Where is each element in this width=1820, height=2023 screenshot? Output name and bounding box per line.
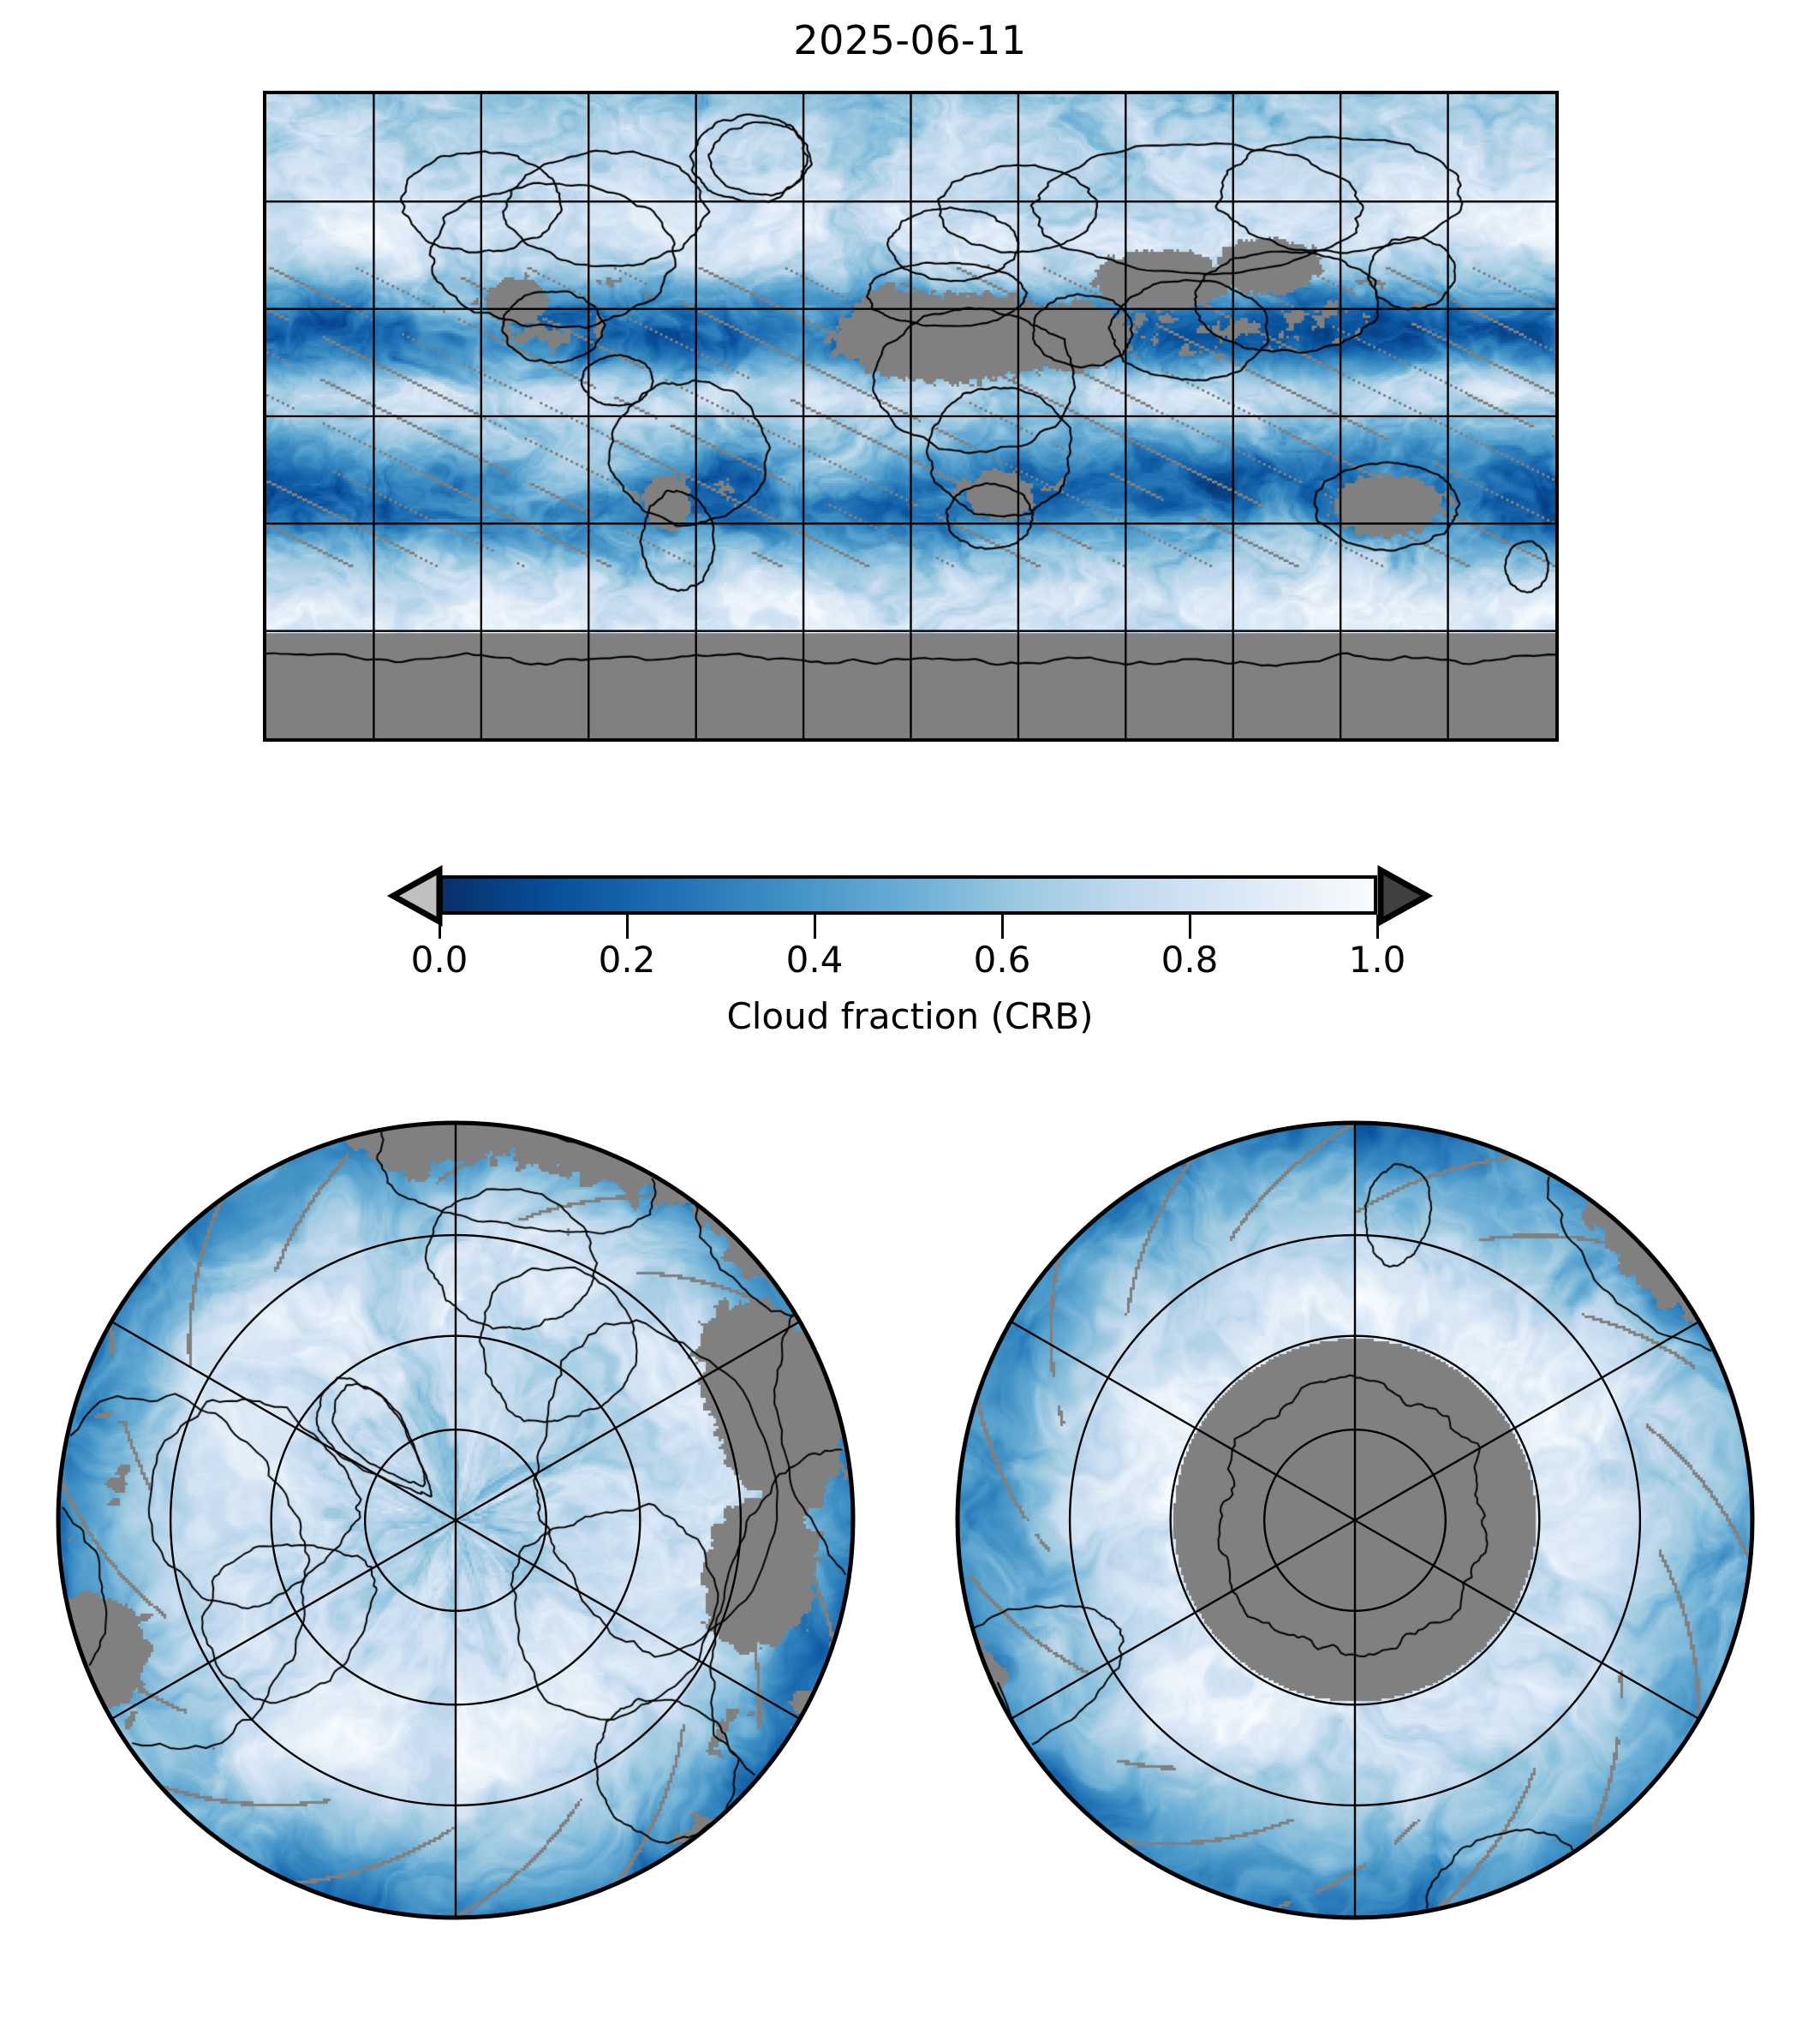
colorbar-tick <box>438 915 441 939</box>
colorbar-group: 0.0 0.2 0.4 0.6 0.8 1.0 Cloud fraction (CRB) <box>0 856 1820 1053</box>
polar-meridian <box>455 1320 801 1522</box>
colorbar-ticks <box>438 915 1379 940</box>
polar-meridian <box>1354 1320 1700 1522</box>
polar-outer-frame <box>955 1120 1755 1920</box>
colorbar-bar <box>439 875 1377 915</box>
polar-outer-frame <box>56 1120 856 1920</box>
colorbar-under-arrow <box>386 865 443 927</box>
polar-meridian <box>1010 1320 1356 1522</box>
colorbar-tick-label: 0.2 <box>598 939 656 981</box>
colorbar-tick-label: 0.4 <box>785 939 844 981</box>
arctic-graticule <box>56 1120 856 1920</box>
colorbar-tick <box>1000 915 1004 939</box>
antarctic-graticule <box>955 1120 1755 1920</box>
global-cloud-fraction-field <box>266 94 1555 738</box>
polar-meridian <box>110 1320 456 1522</box>
colorbar-axis-label: Cloud fraction (CRB) <box>726 995 1094 1037</box>
polar-meridian <box>455 1519 801 1721</box>
colorbar-tick-labels: 0.0 0.2 0.4 0.6 0.8 1.0 <box>0 939 1820 990</box>
colorbar-gradient <box>443 879 1374 911</box>
colorbar-tick-label: 1.0 <box>1348 939 1406 981</box>
colorbar-extend-arrows <box>386 865 1434 927</box>
colorbar-tick-label: 0.8 <box>1161 939 1219 981</box>
colorbar-tick-label: 0.0 <box>410 939 468 981</box>
antarctic-polar-axes <box>952 1118 1757 1923</box>
figure-title: 2025-06-11 <box>793 17 1027 63</box>
colorbar-tick <box>1188 915 1191 939</box>
polar-meridian <box>1354 1519 1700 1721</box>
colorbar-tick <box>625 915 629 939</box>
colorbar-tick <box>813 915 816 939</box>
colorbar-over-arrow <box>1377 865 1434 927</box>
colorbar-tick <box>1375 915 1379 939</box>
colorbar-tick-label: 0.6 <box>973 939 1031 981</box>
polar-meridian <box>1010 1519 1356 1721</box>
global-map-axes <box>263 91 1559 742</box>
arctic-polar-axes <box>53 1118 858 1923</box>
polar-meridian <box>110 1519 456 1721</box>
